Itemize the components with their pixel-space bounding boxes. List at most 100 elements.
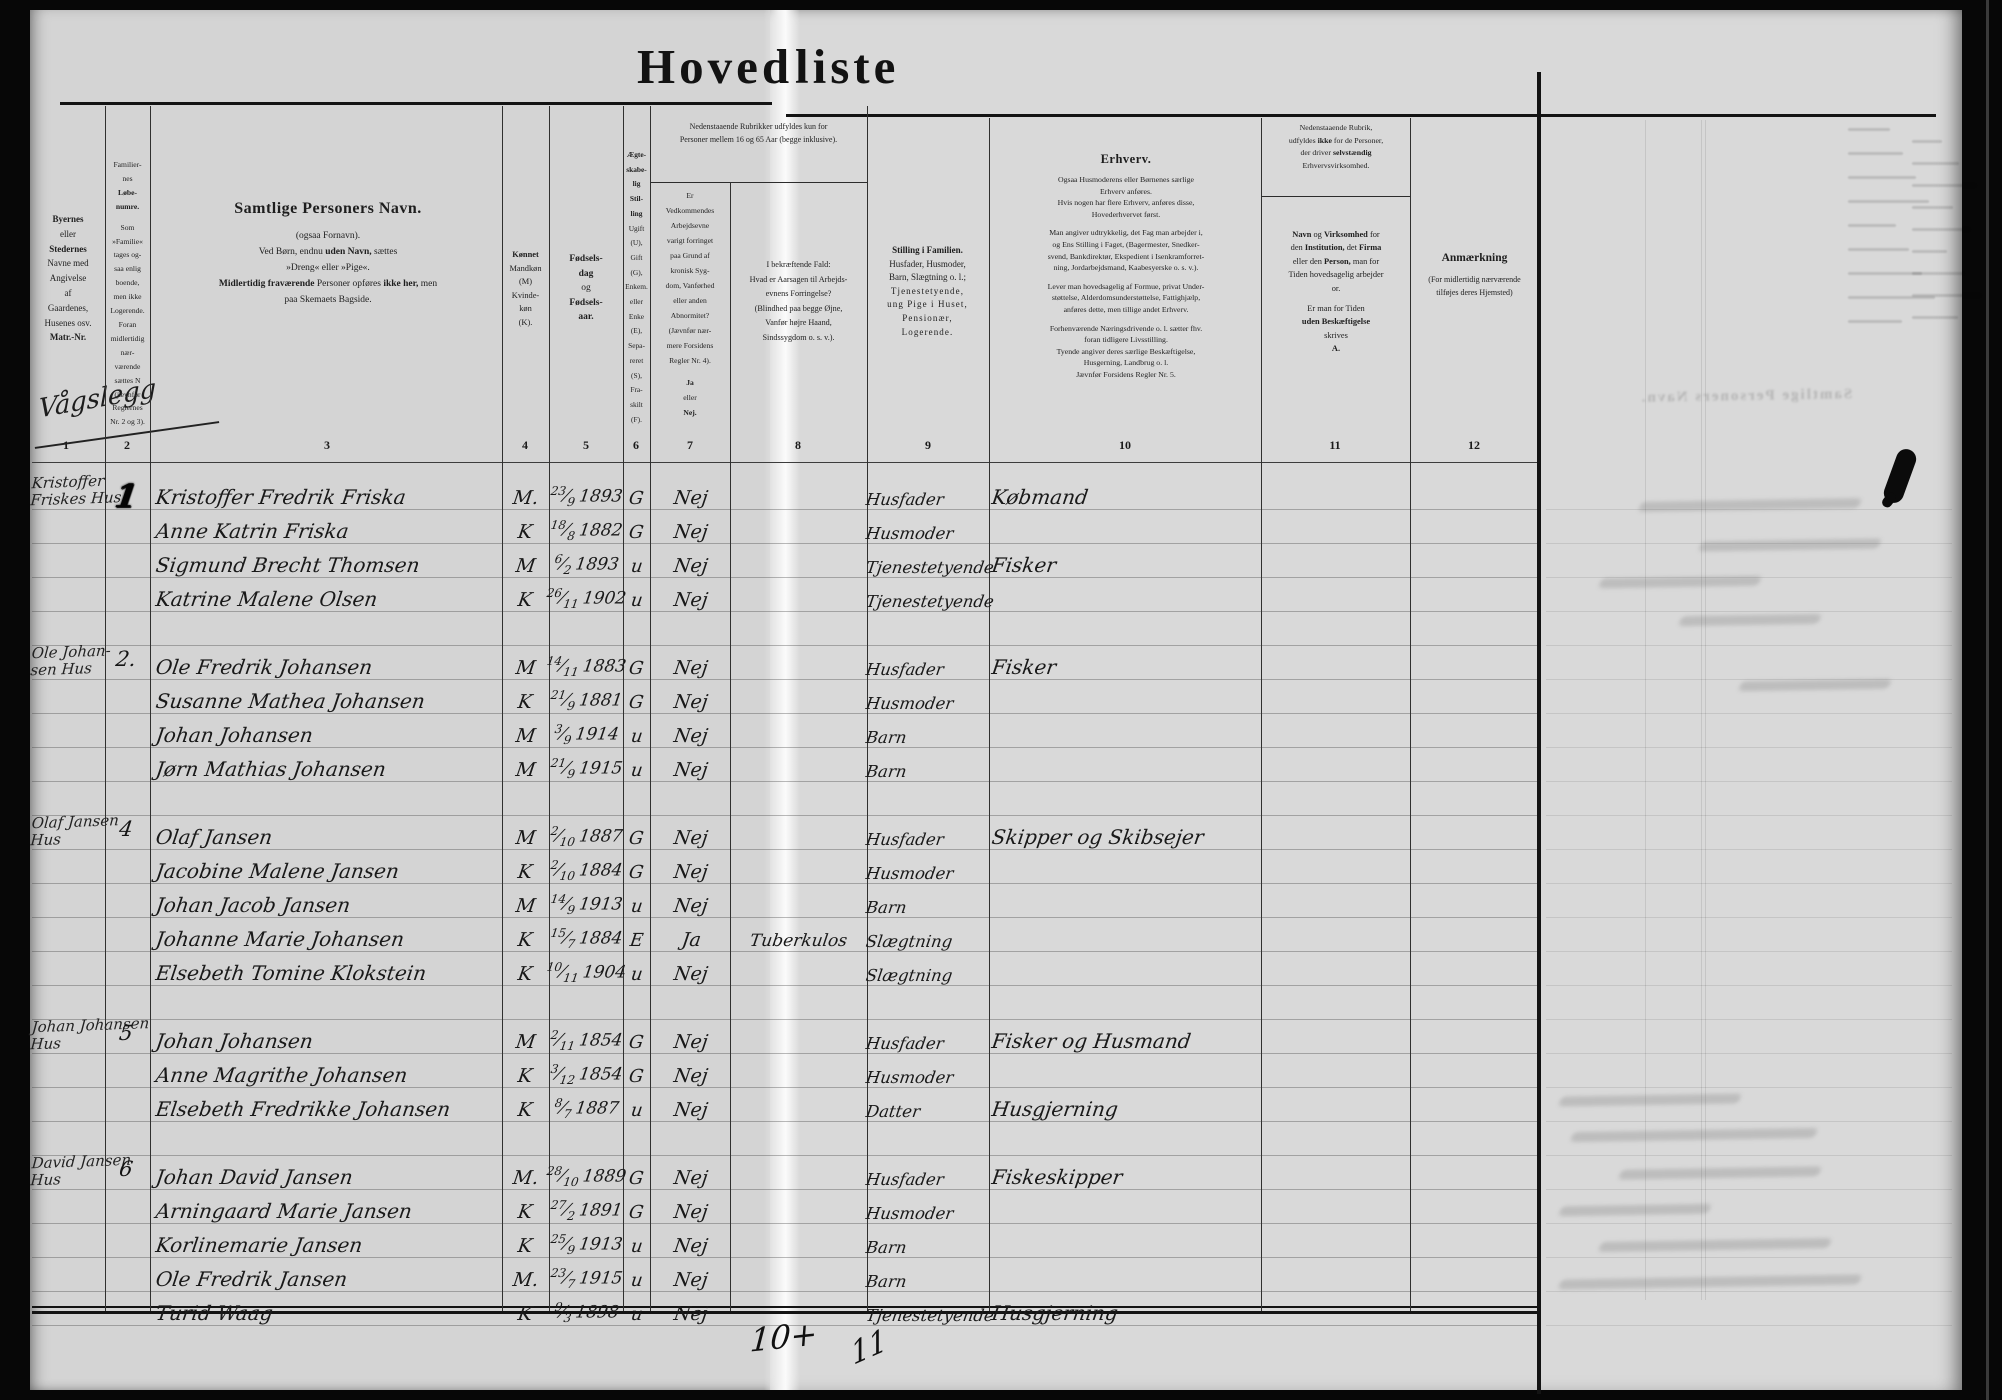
header-line: af [64, 287, 72, 298]
member-family-position: Husfader [865, 1159, 991, 1189]
member-sex: M. [502, 1159, 549, 1189]
member-marital-status-text: u [629, 896, 644, 917]
member-impairment-answer: Nej [652, 649, 730, 679]
member-impairment-answer-text: Nej [672, 725, 710, 747]
member-name: Sigmund Brecht Thomsen [154, 547, 502, 577]
member-family-position-text: Husmoder [864, 694, 955, 713]
header-line: den Institution, det Firma [1290, 243, 1382, 253]
header-line: Foran [118, 319, 137, 329]
member-sex-text: K [516, 1065, 535, 1087]
header-line: (jævnfør [114, 389, 141, 399]
row-line [32, 1257, 1537, 1258]
header-line: numre. [115, 201, 140, 211]
header-line: svend, Bankdirektør, Ekspedient i Isenkr… [1047, 251, 1205, 261]
member-sex: K [502, 1227, 549, 1257]
ghost-row-line [1546, 815, 1952, 816]
header-line: Fødsels- [569, 254, 603, 264]
member-family-position-text: Husmoder [864, 864, 955, 883]
row-line [32, 883, 1537, 884]
header-line: eller [683, 393, 697, 402]
member-sex-text: M [514, 725, 537, 747]
member-marital-status: E [621, 921, 652, 951]
header-line: Tjenestetyende, [890, 285, 965, 296]
ghost-row-line [1546, 1223, 1952, 1224]
member-occupation-text: Husgjerning [990, 1097, 1120, 1121]
row-line [32, 611, 1537, 612]
member-marital-status: G [621, 513, 652, 543]
ghost-row-line [1546, 679, 1952, 680]
member-name: Anne Magrithe Johansen [154, 1057, 502, 1087]
member-impairment-answer-text: Nej [672, 1099, 710, 1121]
ghost-row-line [1546, 781, 1952, 782]
member-birthdate-text: 23⁄9 1893 [549, 483, 624, 509]
member-family-position: Husmoder [865, 1057, 991, 1087]
header-line: Navne med [47, 258, 89, 269]
member-occupation-text: Fiskeskipper [990, 1165, 1124, 1189]
header-line: Man angiver udtrykkelig, det Fag man arb… [1049, 228, 1203, 238]
member-impairment-answer: Nej [652, 887, 730, 917]
member-birthdate-text: 10⁄11 1904 [545, 959, 628, 985]
header-line: nes [122, 173, 133, 183]
member-marital-status: G [621, 683, 652, 713]
header-line: reret [629, 355, 644, 365]
row-line [32, 543, 1537, 544]
member-birthdate: 2⁄10 1884 [547, 853, 625, 883]
member-birthdate: 23⁄9 1893 [547, 479, 625, 509]
member-marital-status-text: G [627, 862, 646, 883]
member-family-position: Husmoder [864, 683, 991, 713]
header-line: eller [629, 297, 644, 307]
member-marital-status: G [621, 819, 652, 849]
member-marital-status: u [621, 1261, 652, 1291]
column-divider [730, 182, 731, 1311]
column-divider [549, 106, 550, 1311]
member-marital-status: G [621, 1193, 652, 1223]
member-impairment-answer: Nej [652, 819, 730, 849]
header-line: (Jævnfør nær- [668, 326, 712, 335]
member-impairment-answer: Nej [652, 479, 730, 509]
ghost-column-line [1701, 120, 1702, 1300]
member-birthdate: 21⁄9 1881 [547, 683, 625, 713]
header-col10-occupation: Erhverv. Ogsaa Husmoderens eller Børnene… [992, 152, 1260, 381]
member-marital-status: u [621, 717, 652, 747]
column-divider [989, 118, 990, 1311]
header-line: Kønnet [512, 250, 539, 259]
member-impairment-answer: Nej [652, 1091, 730, 1121]
member-family-position-text: Tjenestetyende [864, 592, 996, 611]
header-line: Husenes osv. [44, 317, 92, 328]
member-occupation: Skipper og Skibsejer [990, 819, 1260, 849]
header-line: Stedernes [49, 243, 87, 254]
member-marital-status-text: u [629, 726, 644, 747]
ghost-row-line [1546, 713, 1952, 714]
bleed-through-text-bar [1848, 272, 1922, 275]
member-impairment-answer: Nej [652, 1227, 730, 1257]
header-line: Erhverv anføres. [1100, 186, 1152, 196]
member-name-text: Johanne Marie Johansen [154, 927, 406, 951]
member-name-text: Jacobine Malene Jansen [154, 859, 401, 883]
member-marital-status-text: G [627, 1032, 646, 1053]
member-family-position-text: Tjenestetyende [864, 1306, 996, 1325]
header-line: Vanfør højre Haand, [765, 318, 832, 328]
member-family-position: Barn [865, 717, 991, 747]
header-line: sættes N [114, 375, 141, 385]
row-line [32, 679, 1537, 680]
member-impairment-answer-text: Nej [672, 1235, 710, 1257]
column-number-1: 1 [63, 438, 69, 452]
member-impairment-answer: Nej [652, 1023, 730, 1053]
header-line: Er man for Tiden [1307, 304, 1365, 314]
family-number-text: 4 [117, 817, 135, 841]
header-line: paa Grund af [670, 251, 710, 260]
member-impairment-answer-text: Nej [672, 759, 710, 781]
member-birthdate: 3⁄9 1914 [547, 717, 625, 747]
header-line: Enke [628, 311, 645, 321]
row-line [32, 1291, 1537, 1292]
member-name-text: Arningaard Marie Jansen [154, 1199, 414, 1223]
header-line: (Blindhed paa begge Øjne, [754, 303, 843, 313]
header-top-rule-left [60, 102, 772, 105]
row-line [32, 849, 1537, 850]
header-line: foran tidligere Livsstilling. [1084, 335, 1168, 345]
header-line: tages og- [113, 250, 142, 260]
header-line: (For midlertidig nærværende [1428, 275, 1521, 284]
member-birthdate: 15⁄7 1884 [547, 921, 625, 951]
row-line [32, 645, 1537, 646]
header-line: Som [120, 222, 135, 232]
